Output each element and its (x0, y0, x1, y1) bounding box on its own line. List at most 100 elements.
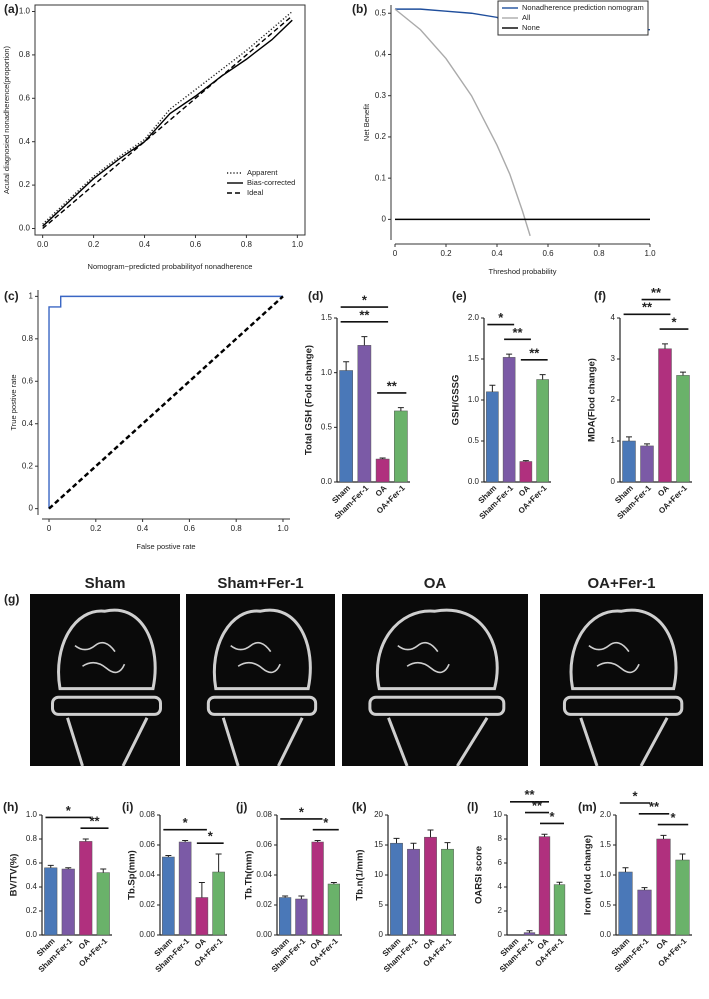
significance-label: ** (359, 307, 370, 322)
y-tick-label: 1 (611, 436, 616, 445)
error-bar (282, 895, 289, 898)
error-bar (626, 436, 632, 441)
y-tick-label: 0.04 (256, 870, 272, 879)
error-bar (541, 833, 548, 837)
y-tick-label: 2 (498, 906, 503, 915)
error-bar (680, 371, 686, 376)
significance-label: ** (532, 798, 543, 813)
significance-label: * (362, 293, 368, 308)
panel-label: (a) (4, 2, 19, 16)
image-title: OA+Fer-1 (588, 575, 656, 592)
bar (486, 391, 499, 483)
legend-label: Apparent (247, 168, 278, 177)
y-tick-label: 0.5 (375, 8, 387, 17)
error-bar (82, 838, 89, 842)
significance-label: * (670, 810, 676, 825)
error-bar (182, 840, 189, 842)
significance-label: * (323, 815, 329, 830)
panel-label: (l) (467, 800, 478, 814)
x-tick-label: 0.2 (440, 249, 452, 258)
y-tick-label: 2.0 (600, 810, 612, 819)
bar (61, 868, 75, 936)
bar (441, 848, 454, 936)
x-tick-label: 0.8 (231, 524, 243, 533)
y-tick-label: 0.08 (256, 810, 272, 819)
error-bar (215, 853, 222, 872)
significance-label: ** (524, 787, 535, 802)
x-tick-label: 0 (393, 249, 398, 258)
y-tick-label: 0.08 (139, 810, 155, 819)
y-tick-label: 4 (611, 313, 616, 322)
femur-outline (212, 608, 312, 691)
y-tick-label: 15 (374, 840, 383, 849)
bar (407, 848, 420, 936)
y-tick-label: 10 (493, 810, 502, 819)
legend-label: None (522, 23, 540, 32)
legend-label: Bias-corrected (247, 178, 295, 187)
panel-label: (h) (3, 800, 18, 814)
error-bar (314, 840, 321, 842)
x-axis-label: Nomogram−predicted probabilityof nonadhe… (88, 262, 253, 271)
x-axis-label: Threshod probability (489, 267, 557, 276)
growth-plate (206, 695, 318, 716)
error-bar (679, 853, 686, 860)
error-bar (65, 867, 72, 869)
y-tick-label: 0.06 (139, 840, 155, 849)
y-tick-label: 0.06 (256, 840, 272, 849)
x-axis-label: False postive rate (136, 542, 195, 551)
y-tick-label: 0 (29, 504, 34, 513)
y-tick-label: 1.0 (468, 395, 480, 404)
plot-frame (34, 4, 306, 236)
x-tick-label: OA (655, 936, 670, 951)
series-line (48, 295, 284, 510)
bone-texture (397, 641, 450, 674)
error-bar (397, 407, 404, 411)
bar (162, 856, 175, 936)
y-tick-label: 4 (498, 882, 503, 891)
bone-texture (588, 641, 640, 674)
bar (394, 410, 408, 483)
y-tick-label: 0.00 (139, 930, 155, 939)
y-axis-label: MDA(Flod change) (587, 358, 598, 442)
y-tick-label: 0.5 (321, 422, 333, 431)
error-bar (343, 361, 350, 371)
y-tick-label: 0.0 (321, 477, 333, 486)
image-title: OA (424, 575, 447, 592)
error-bar (641, 887, 648, 890)
y-axis-label: Total GSH (Fold change) (304, 345, 315, 455)
y-tick-label: 0.04 (139, 870, 155, 879)
significance-label: * (632, 788, 638, 803)
tibia-outline (66, 717, 149, 767)
bar (327, 883, 340, 936)
ct-image (540, 594, 703, 766)
panel-label: (e) (452, 289, 467, 303)
legend-label: Nonadherence prediction nomogram (522, 3, 644, 12)
y-tick-label: 1.0 (600, 870, 612, 879)
ct-image (342, 594, 528, 766)
bar (622, 440, 636, 483)
bar (311, 841, 324, 936)
bar (656, 838, 671, 936)
bar (553, 884, 566, 936)
y-tick-label: 0.8 (22, 334, 34, 343)
y-tick-label: 0.6 (26, 858, 38, 867)
y-tick-label: 5 (379, 900, 384, 909)
error-bar (427, 829, 434, 838)
series-line (42, 19, 293, 227)
image-title: Sham (85, 575, 126, 592)
y-axis-label: Acutal diagnosied nonadherence(proportio… (2, 45, 11, 194)
y-tick-label: 0.02 (256, 900, 272, 909)
y-axis-label: BV/TV(%) (9, 854, 20, 897)
bone-sketch (368, 608, 506, 767)
y-tick-label: 0.4 (26, 882, 38, 891)
legend-label: All (522, 13, 531, 22)
y-tick-label: 1.5 (600, 840, 612, 849)
y-tick-label: 2.0 (468, 313, 480, 322)
x-tick-label: 0.2 (90, 524, 102, 533)
tibia-outline (387, 717, 489, 767)
panel-label: (k) (352, 800, 367, 814)
error-bar (330, 882, 337, 884)
bar (618, 871, 633, 936)
y-tick-label: 0.2 (375, 132, 387, 141)
significance-label: * (208, 829, 214, 844)
